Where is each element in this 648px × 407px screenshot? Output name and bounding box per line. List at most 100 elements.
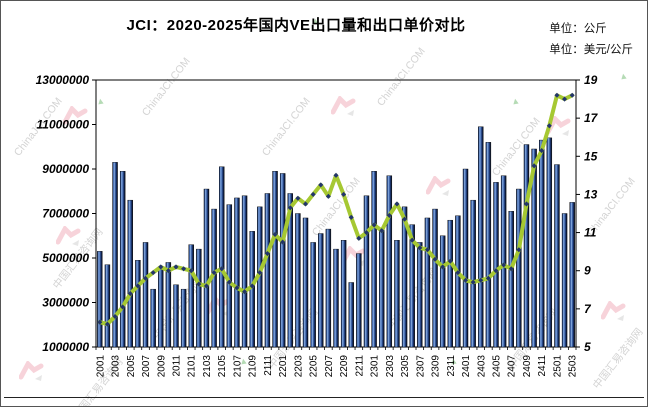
unit-labels: 单位：公斤 单位：美元/公斤	[549, 19, 633, 61]
volume-bar	[523, 144, 530, 348]
volume-bar	[493, 182, 499, 348]
price-marker	[257, 270, 263, 276]
price-marker	[135, 283, 141, 289]
left-axis-tick-label: 13000000	[36, 73, 90, 87]
volume-bar	[348, 282, 354, 348]
volume-bar	[470, 199, 476, 348]
volume-bar	[417, 242, 423, 348]
price-marker	[508, 266, 514, 272]
x-axis-label: 2105	[217, 355, 228, 378]
left-axis-tick-label: 1000000	[42, 340, 89, 354]
volume-bar	[531, 148, 537, 348]
price-marker	[219, 266, 225, 272]
volume-bar	[554, 164, 560, 348]
price-marker	[196, 281, 202, 287]
volume-bar	[401, 206, 408, 348]
volume-bar	[165, 262, 172, 348]
volume-bar	[318, 233, 324, 348]
price-marker	[470, 279, 476, 285]
x-axis-label: 2405	[492, 355, 503, 378]
volume-bar	[135, 260, 141, 348]
volume-bar	[241, 195, 248, 348]
volume-bar	[516, 188, 522, 348]
volume-bar	[112, 162, 118, 348]
right-axis-tick-label: 15	[584, 149, 598, 163]
x-axis-label: 2211	[354, 355, 365, 377]
price-marker	[417, 245, 423, 251]
volume-bar	[333, 248, 339, 348]
volume-bar	[158, 268, 164, 348]
volume-bar	[478, 126, 484, 348]
price-marker	[501, 262, 507, 268]
price-marker	[394, 201, 400, 207]
price-marker	[150, 270, 156, 276]
volume-bar	[447, 219, 453, 348]
price-marker	[165, 268, 171, 274]
price-marker	[226, 279, 232, 285]
x-axis-label: 2205	[309, 355, 320, 378]
volume-bar	[508, 211, 514, 348]
price-marker	[523, 201, 530, 207]
volume-bar	[279, 173, 286, 348]
volume-bar	[173, 284, 179, 348]
price-marker	[455, 270, 461, 276]
volume-bar	[142, 242, 149, 348]
price-marker	[203, 283, 210, 289]
volume-bar	[424, 217, 431, 348]
x-axis-label: 2301	[370, 355, 381, 378]
volume-bar	[310, 242, 316, 348]
price-marker	[211, 270, 217, 276]
price-marker	[249, 283, 255, 289]
volume-bar	[539, 139, 545, 348]
x-axis-label: 2501	[552, 355, 563, 378]
price-marker	[188, 268, 194, 274]
x-axis-label: 2309	[431, 355, 442, 378]
x-axis-label: 2003	[111, 355, 122, 378]
price-marker	[318, 182, 324, 188]
price-marker	[97, 319, 103, 325]
right-axis-tick-label: 5	[584, 340, 591, 354]
right-axis-tick-label: 9	[584, 264, 591, 278]
x-axis-label: 2409	[522, 355, 533, 378]
right-axis-tick-label: 11	[584, 226, 597, 240]
price-marker	[493, 268, 499, 274]
volume-bar	[188, 244, 194, 348]
x-axis-label: 2101	[187, 355, 198, 378]
price-marker	[242, 289, 248, 295]
volume-bar	[356, 253, 362, 348]
right-axis-tick-label: 17	[584, 111, 599, 125]
price-marker	[280, 239, 286, 245]
left-axis-tick-label: 9000000	[42, 162, 89, 176]
volume-bar	[150, 288, 156, 348]
price-marker	[142, 275, 149, 281]
right-axis-tick-label: 13	[584, 187, 598, 201]
volume-bar	[264, 193, 271, 348]
volume-bar	[340, 239, 347, 348]
price-marker	[333, 172, 339, 178]
x-axis-label: 2111	[263, 355, 274, 376]
price-marker	[432, 256, 438, 262]
price-marker	[234, 285, 240, 291]
x-axis-label: 2201	[278, 355, 289, 378]
volume-bar	[295, 213, 301, 348]
volume-bar	[439, 235, 446, 348]
volume-bar	[462, 168, 469, 348]
volume-bar	[180, 288, 187, 348]
price-marker	[127, 291, 133, 297]
volume-bar	[561, 213, 568, 348]
x-axis-label: 2407	[507, 355, 518, 378]
x-axis-label: 2009	[156, 355, 167, 378]
x-axis-label: 2011	[172, 355, 183, 377]
left-axis-tick-label: 3000000	[42, 296, 89, 310]
left-axis-tick-label: 11000000	[37, 118, 90, 132]
volume-bar	[363, 195, 370, 348]
volume-bar	[455, 215, 461, 348]
x-axis-label: 2403	[476, 355, 487, 378]
volume-bar	[485, 142, 492, 348]
x-axis-label: 2209	[339, 355, 350, 378]
x-axis-label: 2305	[400, 355, 411, 378]
price-marker	[462, 277, 469, 283]
volume-bar	[272, 171, 278, 348]
volume-bar	[219, 166, 225, 348]
